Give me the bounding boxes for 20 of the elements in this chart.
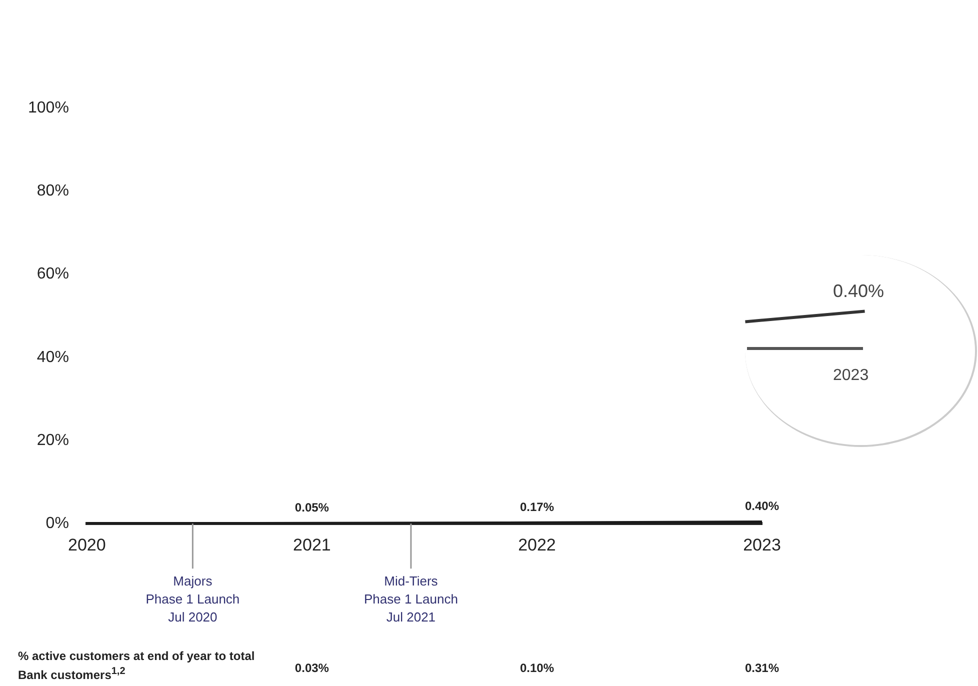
y-tick-label: 0% [46,515,69,532]
y-tick-label: 20% [36,432,69,449]
text: 0.03% [294,661,330,675]
data-label: 0.05% [294,500,330,514]
text: 0.10% [520,661,554,675]
y-tick-label: 40% [36,348,69,366]
magnifier-inset: 0.40% 2023 [745,255,977,447]
text: 0.31% [744,661,780,675]
y-tick-label: 100% [28,99,69,116]
x-tick-label: 2022 [518,535,556,554]
x-tick-label: 2020 [68,535,106,554]
x-tick-label: 2023 [743,535,781,554]
data-label: 0.40% [744,498,780,513]
annotation: Majors Phase 1 Launch Jul 2020 [146,574,240,625]
annotation: Mid-Tiers Phase 1 Launch Jul 2021 [364,574,458,625]
y-tick-label: 80% [36,182,69,200]
y-tick-label: 60% [36,266,69,283]
x-tick-label: 2021 [293,535,331,554]
text: % active customers at end of year to total Bank customers$^{1,2}$ [18,648,256,683]
data-label: 0.17% [520,500,554,514]
